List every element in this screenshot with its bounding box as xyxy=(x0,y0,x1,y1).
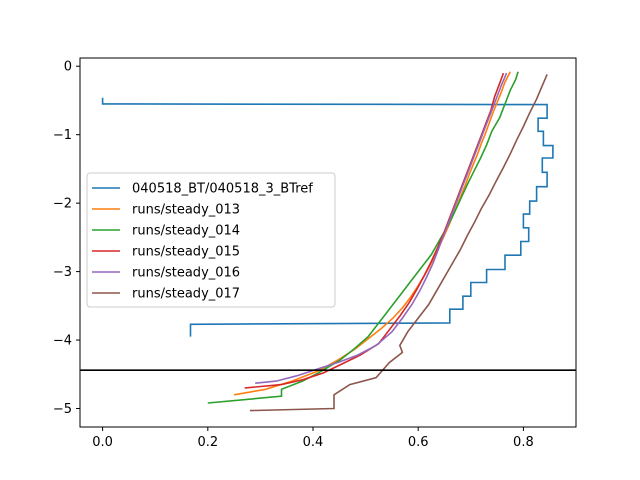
y-axis-ticks: 0 −1 −2 −3 −4 −5 xyxy=(53,60,80,417)
plot-area: 0.0 0.2 0.4 0.6 0.8 0 −1 −2 −3 −4 −5 xyxy=(53,57,577,450)
y-tick-label: −1 xyxy=(53,128,72,143)
y-tick-label: −2 xyxy=(53,197,72,212)
series-line-5 xyxy=(255,72,508,384)
legend-label-3: runs/steady_014 xyxy=(132,224,240,239)
axes-frame xyxy=(79,57,577,428)
legend-label-6: runs/steady_017 xyxy=(132,287,240,302)
y-tick-label: −4 xyxy=(53,334,72,349)
legend-label-1: 040518_BT/040518_3_BTref xyxy=(132,182,313,197)
legend-label-2: runs/steady_013 xyxy=(132,203,240,218)
x-tick-label: 0.0 xyxy=(92,435,113,450)
y-tick-label: −5 xyxy=(53,402,72,417)
x-tick-label: 0.6 xyxy=(408,435,429,450)
y-tick-label: −3 xyxy=(53,265,72,280)
legend: 040518_BT/040518_3_BTref runs/steady_013r… xyxy=(86,172,336,308)
legend-label-4: runs/steady_015 xyxy=(132,245,240,260)
series-line-1 xyxy=(101,97,554,337)
x-tick-label: 0.4 xyxy=(303,435,324,450)
x-tick-label: 0.8 xyxy=(513,435,534,450)
legend-box xyxy=(86,172,336,308)
x-axis-ticks: 0.0 0.2 0.4 0.6 0.8 xyxy=(92,427,534,450)
x-tick-label: 0.2 xyxy=(197,435,218,450)
y-tick-label: 0 xyxy=(64,60,72,75)
legend-label-5: runs/steady_016 xyxy=(132,266,240,281)
legend-entries: 040518_BT/040518_3_BTref runs/steady_013r… xyxy=(92,182,313,302)
series-line-3 xyxy=(207,71,519,404)
